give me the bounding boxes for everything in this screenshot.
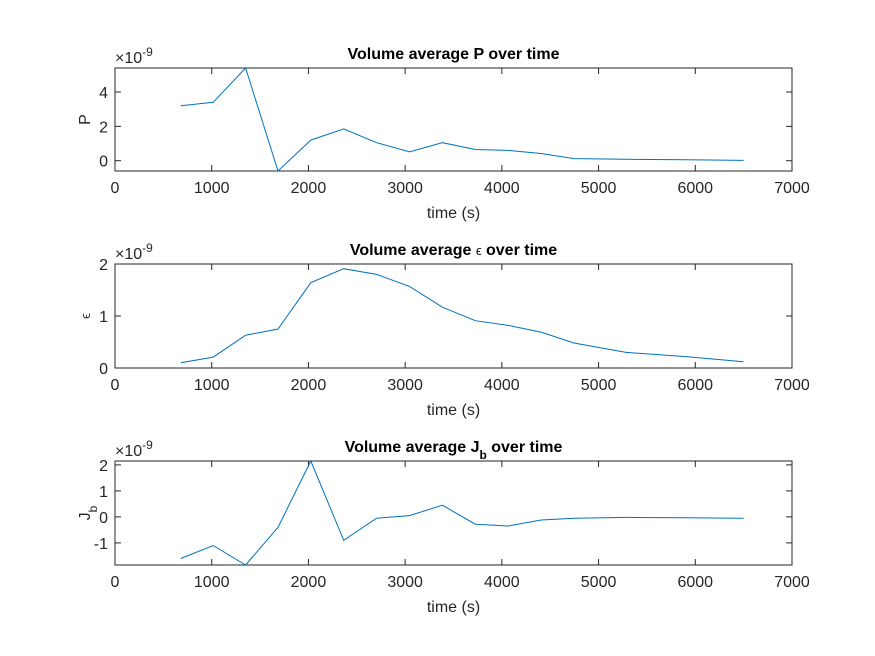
subplot-2: Volume average ϵ over time 0 1000 2000 3000 4… — [78, 241, 810, 419]
y-tick-label: 2 — [99, 458, 108, 475]
chart_data-1-title_parts-part: Volume average — [350, 242, 476, 259]
x-tick-label: 7000 — [774, 180, 810, 197]
chart_data-2-title_parts-part: b — [479, 448, 486, 462]
chart_data-2-ylabel_parts-part: b — [86, 505, 100, 512]
y-exponent-label: ×10-9 — [115, 241, 153, 263]
x-tick-label: 2000 — [291, 574, 327, 591]
x-tick-label: 1000 — [194, 180, 230, 197]
x-tick-label: 3000 — [387, 574, 423, 591]
x-tick-label: 3000 — [387, 377, 423, 394]
x-tick-label: 7000 — [774, 377, 810, 394]
y-exponent-label: ×10-9 — [115, 438, 153, 460]
chart_data-2-title_parts-part: over time — [487, 439, 563, 456]
x-tick-label: 4000 — [484, 180, 520, 197]
x-axis-label: time (s) — [427, 402, 480, 419]
x-tick-label: 1000 — [194, 377, 230, 394]
y-exponent-power: -9 — [142, 241, 153, 255]
x-tick-label: 3000 — [387, 180, 423, 197]
x-axis-label: time (s) — [427, 599, 480, 616]
axes-frame — [114, 263, 793, 369]
x-axis-label: time (s) — [427, 205, 480, 222]
x-tick-label: 6000 — [677, 180, 713, 197]
y-tick-label: 2 — [99, 257, 108, 274]
y-tick-label: 0 — [99, 154, 108, 171]
y-exponent-label: ×10-9 — [115, 45, 153, 67]
chart-title: Volume average ϵ over time — [350, 242, 557, 259]
x-tick-label: 7000 — [774, 574, 810, 591]
y-tick-label: 2 — [99, 119, 108, 136]
x-tick-label: 4000 — [484, 574, 520, 591]
chart_data-0-ylabel_parts-part: P — [77, 114, 94, 125]
chart_data-2-ylabel_parts-part: J — [77, 512, 94, 520]
y-axis-label: ϵ — [78, 313, 93, 319]
y-exponent-base: ×10 — [115, 50, 142, 67]
x-tick-label: 0 — [111, 377, 120, 394]
subplot-1: Volume average P over time 0 1000 2000 3000 4… — [77, 45, 810, 222]
chart_data-0-title_parts-part: Volume average P over time — [348, 46, 560, 63]
x-tick-label: 2000 — [291, 377, 327, 394]
y-tick-label: -1 — [94, 536, 108, 553]
y-axis-label: Jb — [77, 505, 100, 520]
x-tick-label: 1000 — [194, 574, 230, 591]
chart_data-1-ylabel_parts-part: ϵ — [78, 313, 93, 319]
x-tick-label: 0 — [111, 180, 120, 197]
axes-frame — [114, 460, 793, 566]
x-tick-label: 2000 — [291, 180, 327, 197]
chart-title: Volume average P over time — [348, 46, 560, 63]
series-line — [180, 67, 744, 172]
x-tick-label: 6000 — [677, 377, 713, 394]
x-tick-label: 6000 — [677, 574, 713, 591]
y-axis-label: P — [77, 114, 94, 125]
x-tick-label: 4000 — [484, 377, 520, 394]
y-exponent-base: ×10 — [115, 246, 142, 263]
series-line — [180, 268, 744, 364]
chart_data-1-title_parts-part: ϵ — [476, 243, 482, 258]
y-exponent-power: -9 — [142, 438, 153, 452]
x-tick-label: 5000 — [581, 574, 617, 591]
axes-frame — [114, 67, 793, 172]
chart-title: Volume average Jb over time — [345, 439, 563, 462]
y-tick-label: 4 — [99, 85, 108, 102]
series-line — [180, 459, 744, 566]
x-tick-label: 0 — [111, 574, 120, 591]
x-tick-label: 5000 — [581, 377, 617, 394]
y-exponent-power: -9 — [142, 45, 153, 59]
chart_data-2-title_parts-part: Volume average J — [345, 439, 480, 456]
y-exponent-base: ×10 — [115, 443, 142, 460]
x-tick-label: 5000 — [581, 180, 617, 197]
chart_data-1-title_parts-part: over time — [482, 242, 558, 259]
y-tick-label: 0 — [99, 361, 108, 378]
y-tick-label: 1 — [99, 309, 108, 326]
y-tick-label: 1 — [99, 484, 108, 501]
y-tick-label: 0 — [99, 510, 108, 527]
